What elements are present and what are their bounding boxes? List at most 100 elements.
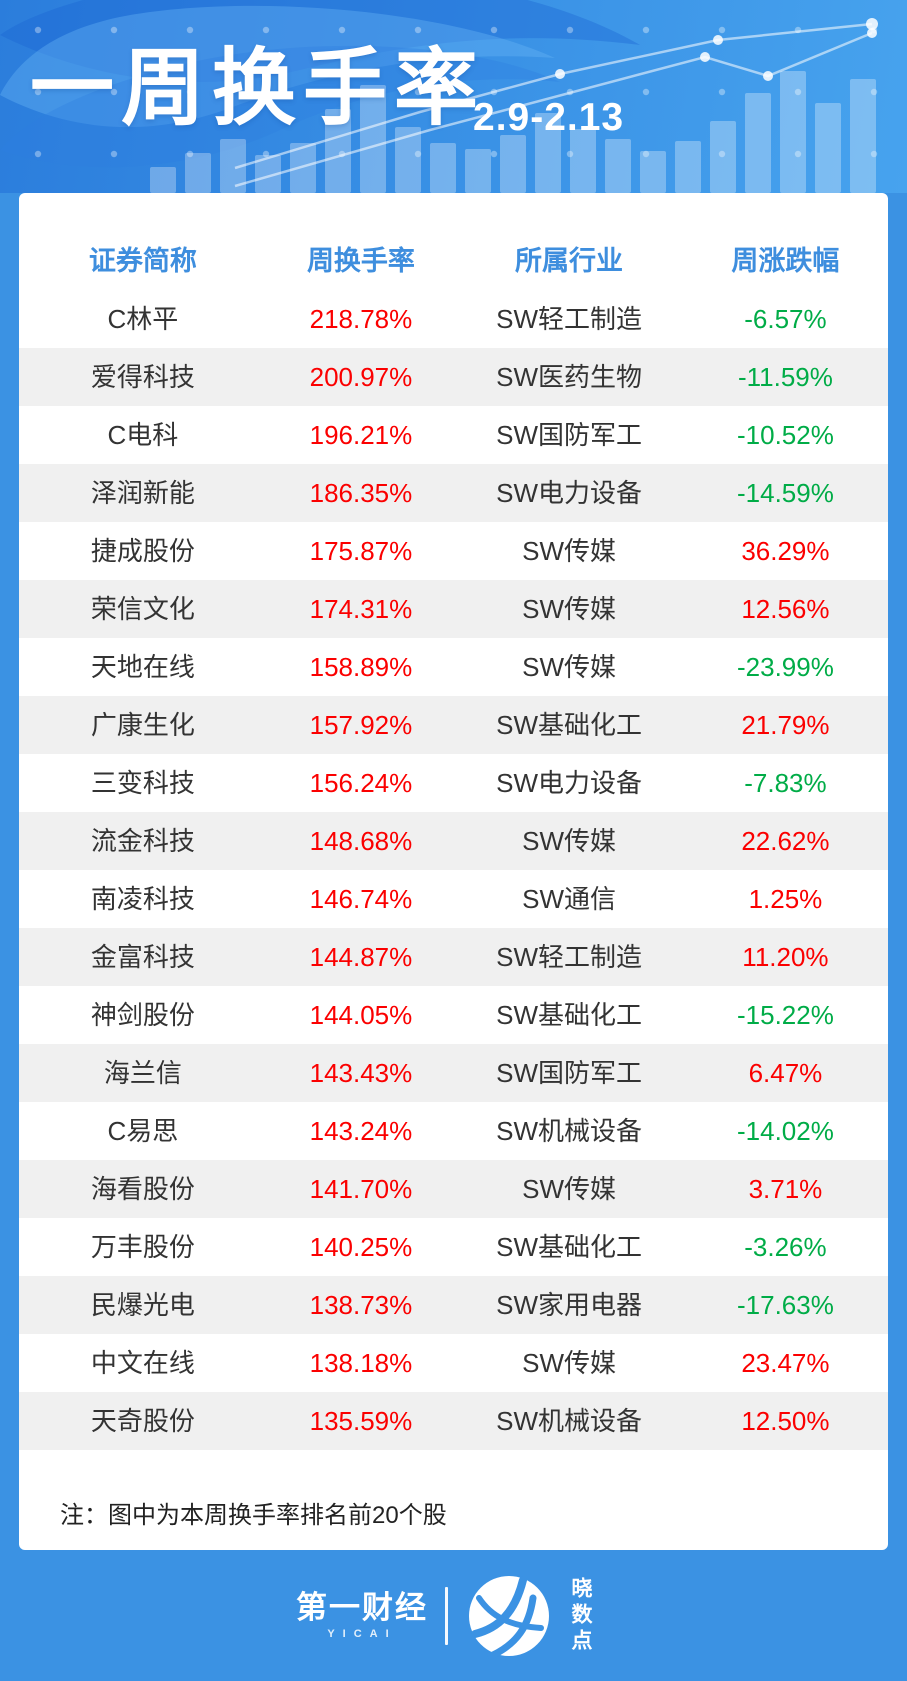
industry-name: SW通信: [522, 884, 616, 914]
change-value: -3.26%: [744, 1232, 827, 1262]
table-row: 中文在线 138.18% SW传媒 23.47%: [19, 1334, 888, 1392]
change-value: -10.52%: [737, 420, 834, 450]
stock-name: 海兰信: [103, 1058, 182, 1088]
industry-name: SW电力设备: [496, 768, 642, 798]
column-header-name: 证券简称: [88, 245, 197, 276]
table-row: 广康生化 157.92% SW基础化工 21.79%: [19, 696, 888, 754]
footer-bar: 第一财经 YICAI 晓数点: [0, 1550, 907, 1681]
change-value: 21.79%: [741, 710, 830, 740]
table-row: 神剑股份 144.05% SW基础化工 -15.22%: [19, 986, 888, 1044]
industry-name: SW轻工制造: [496, 304, 642, 334]
turnover-value: 186.35%: [309, 478, 413, 508]
change-value: 36.29%: [741, 536, 830, 566]
stock-name: 万丰股份: [90, 1232, 195, 1262]
stock-name: 广康生化: [90, 710, 195, 740]
table-row: C电科 196.21% SW国防军工 -10.52%: [19, 406, 888, 464]
table-row: 爱得科技 200.97% SW医药生物 -11.59%: [19, 348, 888, 406]
change-value: -14.02%: [737, 1116, 834, 1146]
table-row: 荣信文化 174.31% SW传媒 12.56%: [19, 580, 888, 638]
industry-name: SW轻工制造: [496, 942, 642, 972]
header-decoration: [0, 0, 878, 193]
header-bars: [150, 71, 876, 193]
change-value: 11.20%: [742, 942, 829, 972]
turnover-value: 156.24%: [309, 768, 413, 798]
industry-name: SW电力设备: [496, 478, 642, 508]
footer-logo-group: 第一财经 YICAI 晓数点: [296, 1572, 592, 1660]
table-row: C林平 218.78% SW轻工制造 -6.57%: [19, 290, 888, 348]
industry-name: SW基础化工: [496, 710, 642, 740]
footnote: 注：图中为本周换手率排名前20个股: [60, 1502, 447, 1529]
change-value: 3.71%: [748, 1174, 823, 1204]
change-value: 23.47%: [741, 1348, 830, 1378]
stock-name: 海看股份: [90, 1174, 195, 1204]
table-row: 泽润新能 186.35% SW电力设备 -14.59%: [19, 464, 888, 522]
turnover-value: 218.78%: [309, 304, 413, 334]
turnover-value: 196.21%: [309, 420, 413, 450]
change-value: 22.62%: [741, 826, 830, 856]
turnover-value: 144.05%: [309, 1000, 413, 1030]
industry-name: SW国防军工: [496, 420, 642, 450]
change-value: -6.57%: [744, 304, 827, 334]
turnover-value: 143.43%: [309, 1058, 413, 1088]
turnover-value: 174.31%: [309, 594, 413, 624]
industry-name: SW传媒: [522, 536, 616, 566]
turnover-value: 143.24%: [309, 1116, 413, 1146]
stock-name: 民爆光电: [90, 1290, 195, 1320]
table-row: 天奇股份 135.59% SW机械设备 12.50%: [19, 1392, 888, 1450]
turnover-value: 138.18%: [309, 1348, 413, 1378]
stock-name: 爱得科技: [90, 362, 195, 392]
industry-name: SW传媒: [522, 652, 616, 682]
industry-name: SW传媒: [522, 826, 616, 856]
table-row: C易思 143.24% SW机械设备 -14.02%: [19, 1102, 888, 1160]
turnover-value: 157.92%: [309, 710, 413, 740]
table-row: 民爆光电 138.73% SW家用电器 -17.63%: [19, 1276, 888, 1334]
industry-name: SW基础化工: [496, 1232, 642, 1262]
change-value: -7.83%: [744, 768, 827, 798]
turnover-value: 135.59%: [309, 1406, 413, 1436]
industry-name: SW国防军工: [496, 1058, 642, 1088]
column-header-turnover: 周换手率: [306, 245, 415, 276]
stock-name: 天奇股份: [90, 1406, 195, 1436]
turnover-value: 200.97%: [309, 362, 413, 392]
stock-name: 泽润新能: [90, 478, 195, 508]
yicai-logo-subtext: YICAI: [327, 1628, 397, 1641]
table-row: 南凌科技 146.74% SW通信 1.25%: [19, 870, 888, 928]
footer-divider: [445, 1586, 448, 1645]
turnover-value: 144.87%: [309, 942, 413, 972]
page-title: 一周换手率: [30, 41, 486, 135]
change-value: -17.63%: [737, 1290, 834, 1320]
stock-name: C电科: [107, 420, 179, 450]
table-row: 天地在线 158.89% SW传媒 -23.99%: [19, 638, 888, 696]
yicai-logo: 第一财经 YICAI: [296, 1590, 428, 1641]
table-row: 三变科技 156.24% SW电力设备 -7.83%: [19, 754, 888, 812]
industry-name: SW基础化工: [496, 1000, 642, 1030]
column-header-industry: 所属行业: [515, 245, 624, 276]
stock-name: 神剑股份: [90, 1000, 195, 1030]
stock-name: 捷成股份: [90, 536, 195, 566]
xiaoshudian-logo-icon: [469, 1575, 549, 1659]
table-row: 金富科技 144.87% SW轻工制造 11.20%: [19, 928, 888, 986]
turnover-value: 148.68%: [309, 826, 413, 856]
stock-name: 南凌科技: [90, 884, 195, 914]
stock-name: 荣信文化: [90, 594, 195, 624]
change-value: 12.50%: [741, 1406, 830, 1436]
industry-name: SW传媒: [522, 1174, 616, 1204]
turnover-value: 158.89%: [309, 652, 413, 682]
column-header-change: 周涨跌幅: [731, 245, 840, 276]
table-row: 海兰信 143.43% SW国防军工 6.47%: [19, 1044, 888, 1102]
table-body: C林平 218.78% SW轻工制造 -6.57% 爱得科技 200.97% S…: [19, 290, 888, 1450]
change-value: -23.99%: [737, 652, 834, 682]
table-row: 海看股份 141.70% SW传媒 3.71%: [19, 1160, 888, 1218]
industry-name: SW医药生物: [496, 362, 642, 392]
industry-name: SW机械设备: [496, 1116, 642, 1146]
industry-name: SW传媒: [522, 594, 616, 624]
turnover-value: 140.25%: [309, 1232, 413, 1262]
stock-name: C林平: [107, 304, 179, 334]
stock-name: 天地在线: [90, 652, 195, 682]
change-value: 12.56%: [741, 594, 830, 624]
table-row: 万丰股份 140.25% SW基础化工 -3.26%: [19, 1218, 888, 1276]
industry-name: SW传媒: [522, 1348, 616, 1378]
stock-name: C易思: [107, 1116, 179, 1146]
turnover-value: 146.74%: [309, 884, 413, 914]
